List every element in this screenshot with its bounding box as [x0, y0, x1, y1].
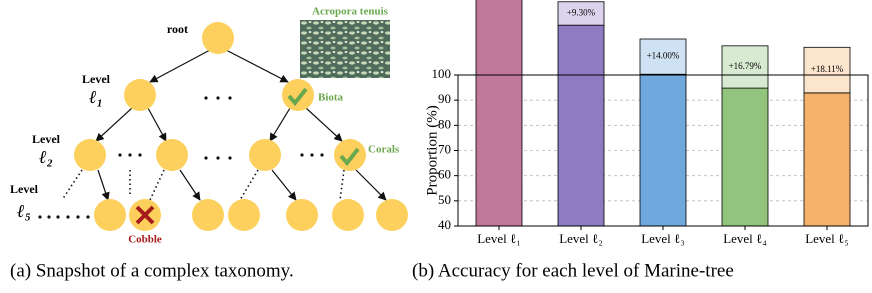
caption: (b) Accuracy for each level of Marine-tr… [412, 260, 734, 281]
edge [226, 50, 288, 82]
edge [270, 108, 290, 141]
edge [272, 170, 296, 200]
x-tick-label: Level ℓ₂ [559, 231, 603, 246]
edge [98, 170, 108, 200]
node [124, 79, 156, 111]
x-tick-label: Level ℓ₁ [477, 231, 521, 246]
value-label: +9.30% [567, 8, 596, 18]
level-word: Level [82, 72, 111, 86]
node [334, 139, 366, 171]
node [228, 199, 260, 231]
image-label: Acropora tenuis [312, 6, 389, 18]
figure: Acropora tenuis root [0, 0, 872, 293]
level-symbol: ℓ₂ [39, 147, 53, 167]
edge [150, 50, 210, 82]
y-axis-title: Proportion (%) [424, 105, 440, 195]
node [156, 139, 188, 171]
root-label: root [167, 22, 188, 36]
node [376, 199, 408, 231]
level-symbol: ℓ₅ [17, 201, 31, 221]
bar-segment [476, 0, 522, 226]
value-label: +14.00% [647, 51, 680, 61]
edge [148, 108, 166, 141]
node [202, 22, 234, 54]
x-tick-label: Level ℓ₃ [641, 231, 685, 246]
y-tick-label: 90 [438, 91, 451, 106]
node-label: Corals [368, 144, 400, 156]
level-symbol: ℓ₁ [89, 87, 103, 107]
level-word: Level [32, 132, 61, 146]
edge [340, 170, 344, 200]
node-label: Cobble [128, 234, 162, 246]
edge [240, 170, 258, 200]
level-word: Level [10, 182, 39, 196]
value-label: +18.11% [811, 64, 844, 74]
node [332, 199, 364, 231]
y-tick-label: 40 [438, 217, 451, 232]
bar-segment [722, 88, 768, 226]
edge [62, 170, 82, 200]
y-tick-label: 100 [432, 66, 452, 81]
node [249, 139, 281, 171]
edge [306, 108, 342, 141]
node [286, 199, 318, 231]
taxonomy-diagram: Acropora tenuis root [0, 6, 408, 246]
node-label: Biota [318, 92, 344, 104]
node [282, 79, 314, 111]
edge [180, 170, 200, 200]
coral-image [300, 20, 390, 78]
caption: (a) Snapshot of a complex taxonomy. [10, 260, 294, 281]
x-tick-label: Level ℓ₅ [805, 231, 849, 246]
value-label: +16.79% [729, 61, 762, 71]
edge [356, 170, 386, 200]
bar-segment [640, 74, 686, 226]
bar-segment [804, 93, 850, 226]
node [94, 199, 126, 231]
bar-segment [558, 25, 604, 226]
page: Acropora tenuis root [0, 0, 872, 293]
edge [96, 108, 132, 141]
x-tick-label: Level ℓ₄ [723, 231, 767, 246]
node [192, 199, 224, 231]
node [74, 139, 106, 171]
edge [150, 170, 164, 200]
